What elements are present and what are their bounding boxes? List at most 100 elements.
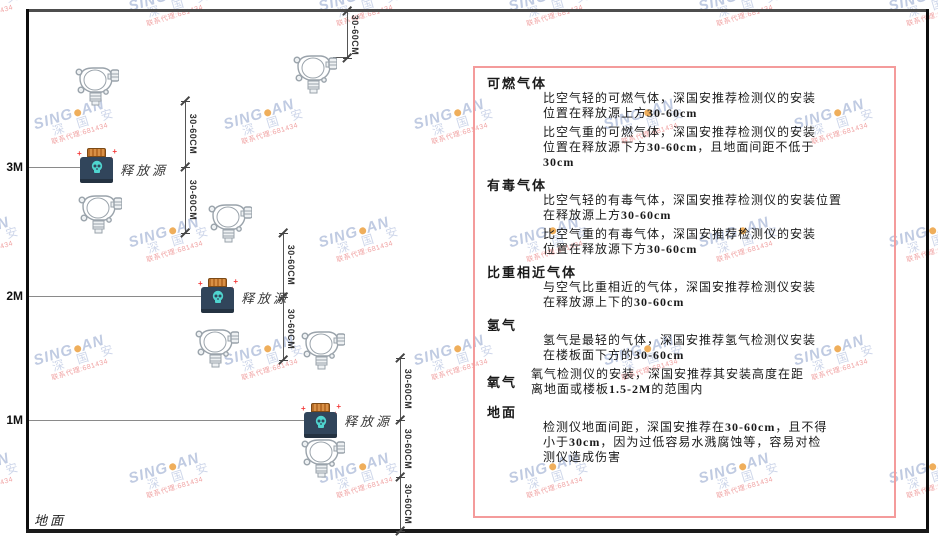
height-label-2m: 2M xyxy=(6,289,23,303)
text-line: 位置在释放源下方30-60cm，且地面间距不低于 xyxy=(543,140,815,154)
dimension-tick xyxy=(181,233,190,234)
spark-icon: + xyxy=(336,402,341,411)
dimension-connector xyxy=(333,57,349,58)
panel-section: 有毒气体 比空气轻的有毒气体，深国安推荐检测仪的安装位置 在释放源上方30-60cm… xyxy=(487,178,882,257)
text-line: 比空气轻的可燃气体，深国安推荐检测仪的安装 xyxy=(543,91,817,105)
dimension-tick xyxy=(396,531,405,532)
text-line: 在释放源上方30-60cm xyxy=(543,208,672,222)
dim-label-2m-upper: 30-60CM xyxy=(286,244,296,286)
dimension-tick xyxy=(396,358,405,359)
text-line: 在释放源上下的30-60cm xyxy=(543,295,685,309)
dimension-tick xyxy=(181,167,190,168)
ground-line xyxy=(26,529,929,533)
text-line: 氢气是最轻的气体，深国安推荐氢气检测仪安装 xyxy=(543,333,817,347)
text-line: 比空气轻的有毒气体，深国安推荐检测仪的安装位置 xyxy=(543,193,843,207)
panel-section: 地面检测仪地面间距，深国安推荐在30-60cm，且不得 小于30cm，因为过低容易… xyxy=(487,405,882,465)
skull-icon xyxy=(212,290,223,303)
skull-icon xyxy=(91,160,102,173)
dimension-tick xyxy=(279,233,288,234)
dim-label-ground-clearance: 30-60CM xyxy=(403,483,413,525)
section-paragraph: 氧气检测仪的安装，深国安推荐其安装高度在距 离地面或楼板1.5-2M的范围内 xyxy=(531,367,882,397)
height-label-3m: 3M xyxy=(6,160,23,174)
dim-label-3m-lower: 30-60CM xyxy=(188,179,198,221)
section-paragraph: 检测仪地面间距，深国安推荐在30-60cm，且不得 小于30cm，因为过低容易水溅… xyxy=(543,420,882,465)
release-source-label: 释放源 xyxy=(241,291,290,306)
section-paragraph: 氢气是最轻的气体，深国安推荐氢气检测仪安装 在楼板面下方的30-60cm xyxy=(543,333,882,363)
text-line: 位置在释放源上方30-60cm xyxy=(543,106,698,120)
dimension-tick xyxy=(279,297,288,298)
section-paragraph: 比空气重的可燃气体，深国安推荐检测仪的安装 位置在释放源下方30-60cm，且地面… xyxy=(543,125,882,170)
release-source-icon: + + + xyxy=(198,277,238,314)
text-line: 位置在释放源下方30-60cm xyxy=(543,242,698,256)
panel-section: 比重相近气体 与空气比重相近的气体，深国安推荐检测仪安装 在释放源上下的30-60c… xyxy=(487,265,882,310)
section-title: 氢气 xyxy=(487,318,518,333)
release-source-cap xyxy=(87,148,106,157)
gas-detector-icon xyxy=(301,439,345,478)
spark-icon: + xyxy=(77,149,82,158)
text-line: 与空气比重相近的气体，深国安推荐检测仪安装 xyxy=(543,280,817,294)
dimension-tick xyxy=(396,420,405,421)
dimension-tick xyxy=(181,101,190,102)
section-paragraph: 比空气轻的可燃气体，深国安推荐检测仪的安装 位置在释放源上方30-60cm xyxy=(543,91,882,121)
release-source-label: 释放源 xyxy=(344,414,393,429)
text-line: 离地面或楼板1.5-2M的范围内 xyxy=(531,382,704,396)
panel-section: 可燃气体 比空气轻的可燃气体，深国安推荐检测仪的安装 位置在释放源上方30-60cm… xyxy=(487,76,882,170)
panel-section: 氢气氢气是最轻的气体，深国安推荐氢气检测仪安装 在楼板面下方的30-60cm xyxy=(487,318,882,363)
ceiling-line xyxy=(26,9,929,12)
dim-label-1m-upper: 30-60CM xyxy=(403,368,413,410)
left-wall-line xyxy=(26,9,29,533)
release-source-body xyxy=(201,287,234,313)
spark-icon: + xyxy=(198,279,203,288)
gas-detector-icon xyxy=(208,204,252,243)
release-source-body xyxy=(80,157,113,183)
section-paragraph: 比空气轻的有毒气体，深国安推荐检测仪的安装位置 在释放源上方30-60cm xyxy=(543,193,882,223)
section-title: 比重相近气体 xyxy=(487,265,578,280)
text-line: 小于30cm，因为过低容易水溅腐蚀等，容易对检 xyxy=(543,435,822,449)
text-line: 测仪造成伤害 xyxy=(543,450,622,464)
section-paragraph: 与空气比重相近的气体，深国安推荐检测仪安装 在释放源上下的30-60cm xyxy=(543,280,882,310)
release-source-body xyxy=(304,412,337,438)
right-wall-line xyxy=(926,9,929,533)
gas-detector-icon xyxy=(195,329,239,368)
section-title: 可燃气体 xyxy=(487,76,548,91)
height-label-1m: 1M xyxy=(6,413,23,427)
spark-icon: + xyxy=(233,277,238,286)
section-paragraph: 比空气重的有毒气体，深国安推荐检测仪的安装 位置在释放源下方30-60cm xyxy=(543,227,882,257)
spark-icon: + xyxy=(301,404,306,413)
skull-icon xyxy=(315,415,326,428)
height-line-2m xyxy=(29,296,202,297)
text-line: 在楼板面下方的30-60cm xyxy=(543,348,685,362)
dimension-tick xyxy=(279,360,288,361)
dim-label-2m-lower: 30-60CM xyxy=(286,308,296,350)
text-line: 检测仪地面间距，深国安推荐在30-60cm，且不得 xyxy=(543,420,828,434)
release-source-cap xyxy=(311,403,330,412)
dimension-tick xyxy=(396,477,405,478)
gas-detector-icon xyxy=(293,55,337,94)
height-line-3m xyxy=(29,167,81,168)
gas-detector-icon xyxy=(78,195,122,234)
dimension-tick xyxy=(343,58,352,59)
text-line: 比空气重的有毒气体，深国安推荐检测仪的安装 xyxy=(543,227,817,241)
panel-section: 氧气 氧气检测仪的安装，深国安推荐其安装高度在距 离地面或楼板1.5-2M的范围内 xyxy=(487,367,882,397)
gas-detector-icon xyxy=(301,331,345,370)
section-title: 有毒气体 xyxy=(487,178,548,193)
spark-icon: + xyxy=(112,147,117,156)
dimension-tick xyxy=(343,11,352,12)
text-line: 30cm xyxy=(543,155,575,169)
dim-label-1m-lower: 30-60CM xyxy=(403,428,413,470)
info-panel: 可燃气体 比空气轻的可燃气体，深国安推荐检测仪的安装 位置在释放源上方30-60cm… xyxy=(473,66,896,518)
section-title: 氧气 xyxy=(487,375,518,390)
release-source-icon: + + + xyxy=(301,402,341,439)
height-line-1m xyxy=(29,420,307,421)
dimension-line-ceiling xyxy=(347,11,348,58)
ground-label: 地面 xyxy=(34,513,67,528)
section-title: 地面 xyxy=(487,405,518,420)
text-line: 比空气重的可燃气体，深国安推荐检测仪的安装 xyxy=(543,125,817,139)
text-line: 氧气检测仪的安装，深国安推荐其安装高度在距 xyxy=(531,367,805,381)
gas-detector-icon xyxy=(75,67,119,106)
release-source-icon: + + + xyxy=(77,147,117,184)
dim-label-3m-upper: 30-60CM xyxy=(188,113,198,155)
release-source-cap xyxy=(208,278,227,287)
